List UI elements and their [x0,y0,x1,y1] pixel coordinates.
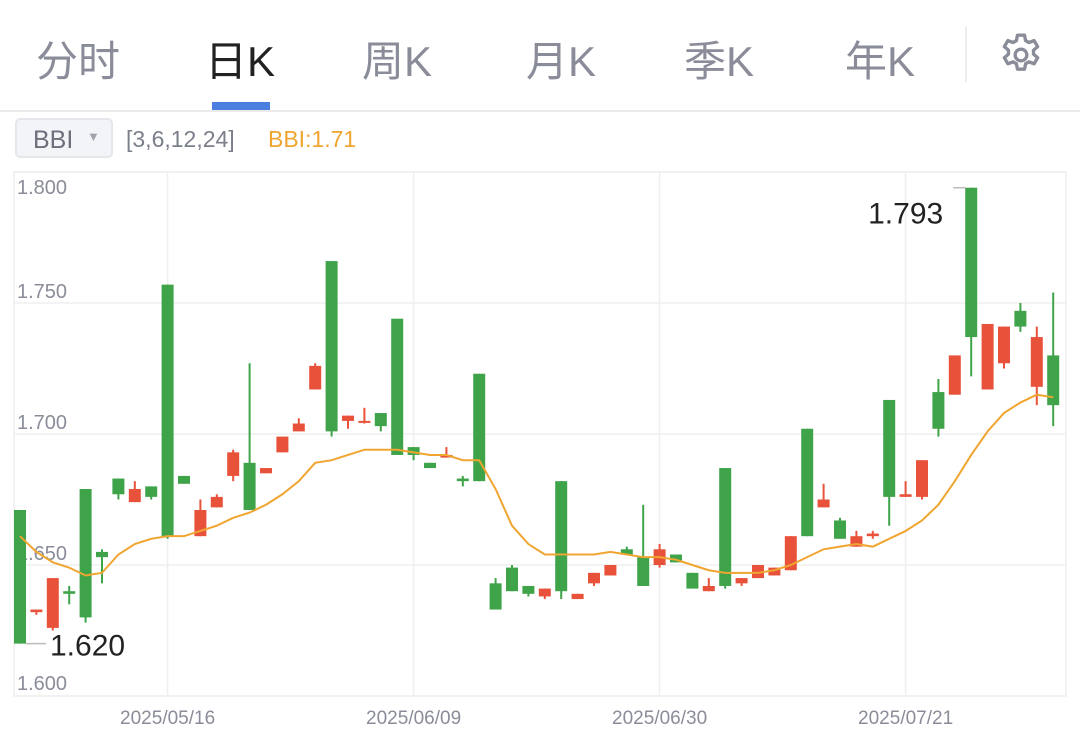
candle-down [506,567,518,592]
candle-down [719,468,732,586]
candle-down [456,478,469,482]
active-tab-indicator [212,102,270,110]
candle-down [145,486,158,497]
candle-up [817,499,830,508]
candle-down [883,399,896,497]
candle-down [555,481,568,592]
tab-intraday[interactable]: 分时 [36,38,121,85]
candle-down [79,489,92,618]
candle-up [998,326,1010,364]
candle-down [325,261,338,432]
caret-down-icon: ▼ [87,129,100,144]
candle-down [112,478,125,495]
candle-down [620,549,633,555]
indicator-value: BBI:1.71 [268,126,357,152]
candle-down [473,373,486,482]
candle-up [571,593,584,600]
candle-down [63,591,76,594]
candle-up [588,572,600,584]
candle-up [916,460,928,497]
candle-up [948,355,961,395]
candle-down [96,551,108,558]
candle-up [538,588,551,597]
indicator-bar: BBI ▼ [3,6,12,24] BBI:1.71 [0,112,1080,170]
candle-up [784,536,797,571]
candle-down [178,475,190,484]
y-tick-label: 1.600 [17,673,67,695]
candle-up [128,489,141,503]
candle-down [686,572,699,589]
tab-weekly-k[interactable]: 周K [362,38,433,85]
candle-up [752,565,764,579]
candle-up [899,494,912,497]
candle-down [161,284,174,537]
candle-down [637,557,650,586]
candle-up [210,496,223,508]
candle-down [424,462,436,469]
candle-up [735,578,748,584]
tab-quarterly-k[interactable]: 季K [684,38,755,85]
candle-down [374,413,387,427]
candle-up [1030,337,1043,387]
y-tick-label: 1.800 [17,177,67,199]
candle-up [309,365,322,390]
candle-up [358,420,371,423]
indicator-params: [3,6,12,24] [126,126,235,152]
tab-monthly-k[interactable]: 月K [526,38,597,85]
candle-down [1047,355,1060,406]
indicator-selector[interactable]: BBI ▼ [15,118,113,158]
candle-up [768,567,781,576]
candle-down [801,428,814,537]
candle-down [489,583,502,610]
candle-up [981,323,994,390]
candle-up [292,423,305,432]
x-tick-label: 2025/05/16 [120,708,215,729]
candle-up [276,436,289,453]
candle-up [850,536,863,547]
candle-down [243,462,256,510]
candle-up [227,452,240,476]
candle-up [260,468,272,474]
candle-up [604,565,617,576]
candle-down [522,585,535,594]
y-tick-label: 1.750 [17,281,67,303]
candle-down [932,392,945,429]
x-tick-label: 2025/07/21 [858,708,953,729]
divider [965,26,967,82]
candle-down [1014,310,1027,327]
x-tick-label: 2025/06/30 [612,708,707,729]
candle-up [866,533,879,537]
tab-yearly-k[interactable]: 年K [845,38,916,85]
bbi-line [19,393,1054,577]
x-tick-label: 2025/06/09 [366,708,461,729]
y-tick-label: 1.650 [17,543,67,565]
candle-up [30,609,43,613]
indicator-selector-label: BBI [33,126,74,154]
candle-down [834,520,846,539]
period-tabs: 分时 日K 周K 月K 季K 年K [0,0,1080,112]
candle-up [46,578,59,628]
y-tick-label: 1.700 [17,412,67,434]
candle-down [965,187,978,338]
candle-up [702,585,715,592]
candle-down [391,318,404,455]
candle-up [342,415,354,421]
candle-down [14,509,26,644]
min-price-label: 1.620 [50,630,125,663]
gear-icon[interactable] [996,30,1046,80]
candle-down [407,447,420,455]
candle-up [440,454,453,458]
max-price-label: 1.793 [868,198,943,231]
tab-daily-k[interactable]: 日K [205,38,276,85]
candle-down [670,554,682,563]
